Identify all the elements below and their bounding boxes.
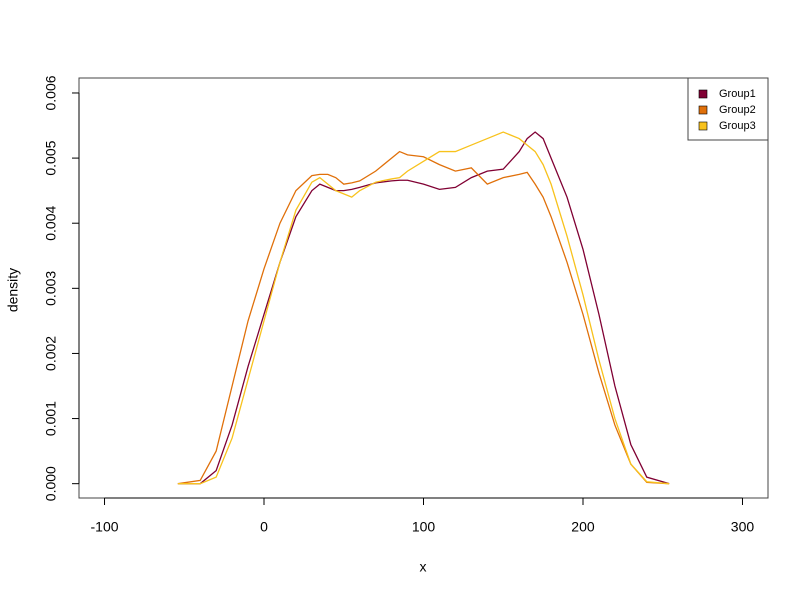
x-tick-label: 200 [571, 519, 595, 535]
legend-swatch [698, 121, 708, 131]
y-tick-label: 0.001 [43, 401, 59, 436]
y-tick-label: 0.002 [43, 336, 59, 371]
legend: Group1 Group2 Group3 [687, 77, 769, 141]
y-tick-label: 0.005 [43, 140, 59, 175]
legend-label: Group2 [719, 104, 756, 116]
x-axis-title: x [420, 559, 427, 575]
legend-label: Group1 [719, 88, 756, 100]
y-tick-label: 0.006 [43, 75, 59, 110]
x-tick-label: 100 [412, 519, 436, 535]
x-tick-label: -100 [91, 519, 119, 535]
x-tick-label: 300 [731, 519, 755, 535]
density-line [177, 131, 670, 485]
y-tick-label: 0.000 [43, 466, 59, 501]
density-line [177, 150, 670, 485]
plot-frame [78, 77, 769, 499]
y-tick-label: 0.003 [43, 271, 59, 306]
legend-swatch [698, 89, 708, 99]
y-tick-label: 0.004 [43, 205, 59, 240]
y-axis-title: density [5, 268, 21, 312]
legend-label: Group3 [719, 120, 756, 132]
x-tick-label: 0 [260, 519, 268, 535]
legend-swatch [698, 105, 708, 115]
